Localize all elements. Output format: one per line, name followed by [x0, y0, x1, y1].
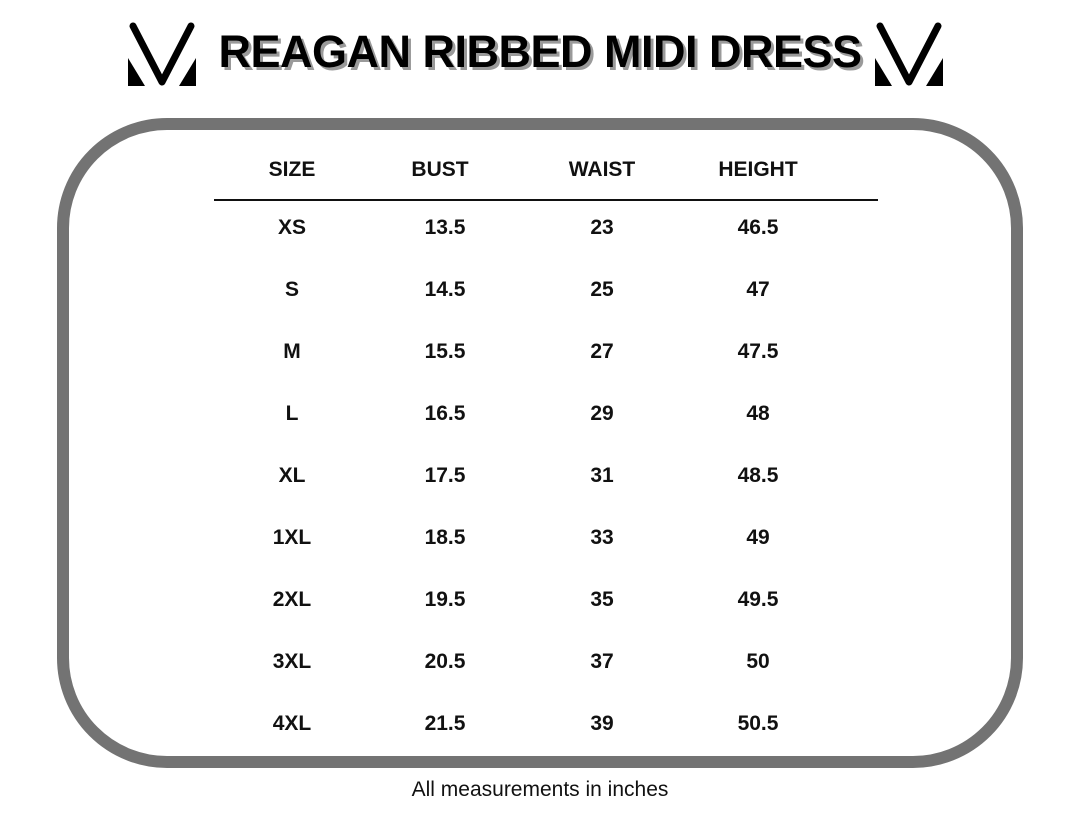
header-divider [214, 199, 878, 201]
table-cell-size: S [284, 278, 300, 301]
table-cell-bust: 20.5 [424, 650, 466, 673]
table-cell-height: 49 [746, 526, 770, 549]
table-cell-bust: 14.5 [424, 278, 466, 301]
table-cell-bust: 17.5 [424, 464, 466, 487]
table-cell-waist: 27 [590, 340, 614, 363]
column-header-waist: WAIST [568, 158, 636, 181]
table-cell-size: M [283, 340, 301, 363]
table-cell-waist: 31 [590, 464, 614, 487]
table-cell-bust: 16.5 [424, 402, 466, 425]
table-cell-waist: 39 [590, 712, 614, 735]
table-cell-size: 4XL [272, 712, 312, 735]
table-cell-waist: 37 [590, 650, 614, 673]
table-cell-waist: 33 [590, 526, 614, 549]
table-cell-bust: 21.5 [424, 712, 466, 735]
table-cell-height: 47.5 [737, 340, 779, 363]
table-cell-bust: 18.5 [424, 526, 466, 549]
table-cell-bust: 19.5 [424, 588, 466, 611]
size-chart-frame [57, 118, 1023, 768]
table-cell-height: 48.5 [737, 464, 779, 487]
table-cell-height: 48 [746, 402, 770, 425]
table-cell-height: 46.5 [737, 216, 779, 239]
column-header-bust: BUST [411, 158, 469, 181]
v-monogram-logo-icon [128, 22, 196, 86]
page-title: REAGAN RIBBED MIDI DRESS [218, 26, 862, 77]
table-cell-height: 50 [746, 650, 770, 673]
table-cell-height: 47 [746, 278, 770, 301]
v-monogram-logo-icon [875, 22, 943, 86]
table-cell-waist: 25 [590, 278, 614, 301]
column-header-size: SIZE [268, 158, 316, 181]
table-cell-height: 50.5 [737, 712, 779, 735]
table-cell-size: 1XL [272, 526, 312, 549]
table-cell-size: 3XL [272, 650, 312, 673]
column-header-height: HEIGHT [718, 158, 798, 181]
table-cell-size: XL [278, 464, 306, 487]
table-cell-waist: 29 [590, 402, 614, 425]
table-cell-height: 49.5 [737, 588, 779, 611]
table-cell-waist: 23 [590, 216, 614, 239]
measurement-note: All measurements in inches [411, 778, 669, 801]
table-cell-bust: 15.5 [424, 340, 466, 363]
table-cell-size: 2XL [272, 588, 312, 611]
table-cell-size: XS [277, 216, 307, 239]
table-cell-size: L [285, 402, 299, 425]
table-cell-waist: 35 [590, 588, 614, 611]
table-cell-bust: 13.5 [424, 216, 466, 239]
